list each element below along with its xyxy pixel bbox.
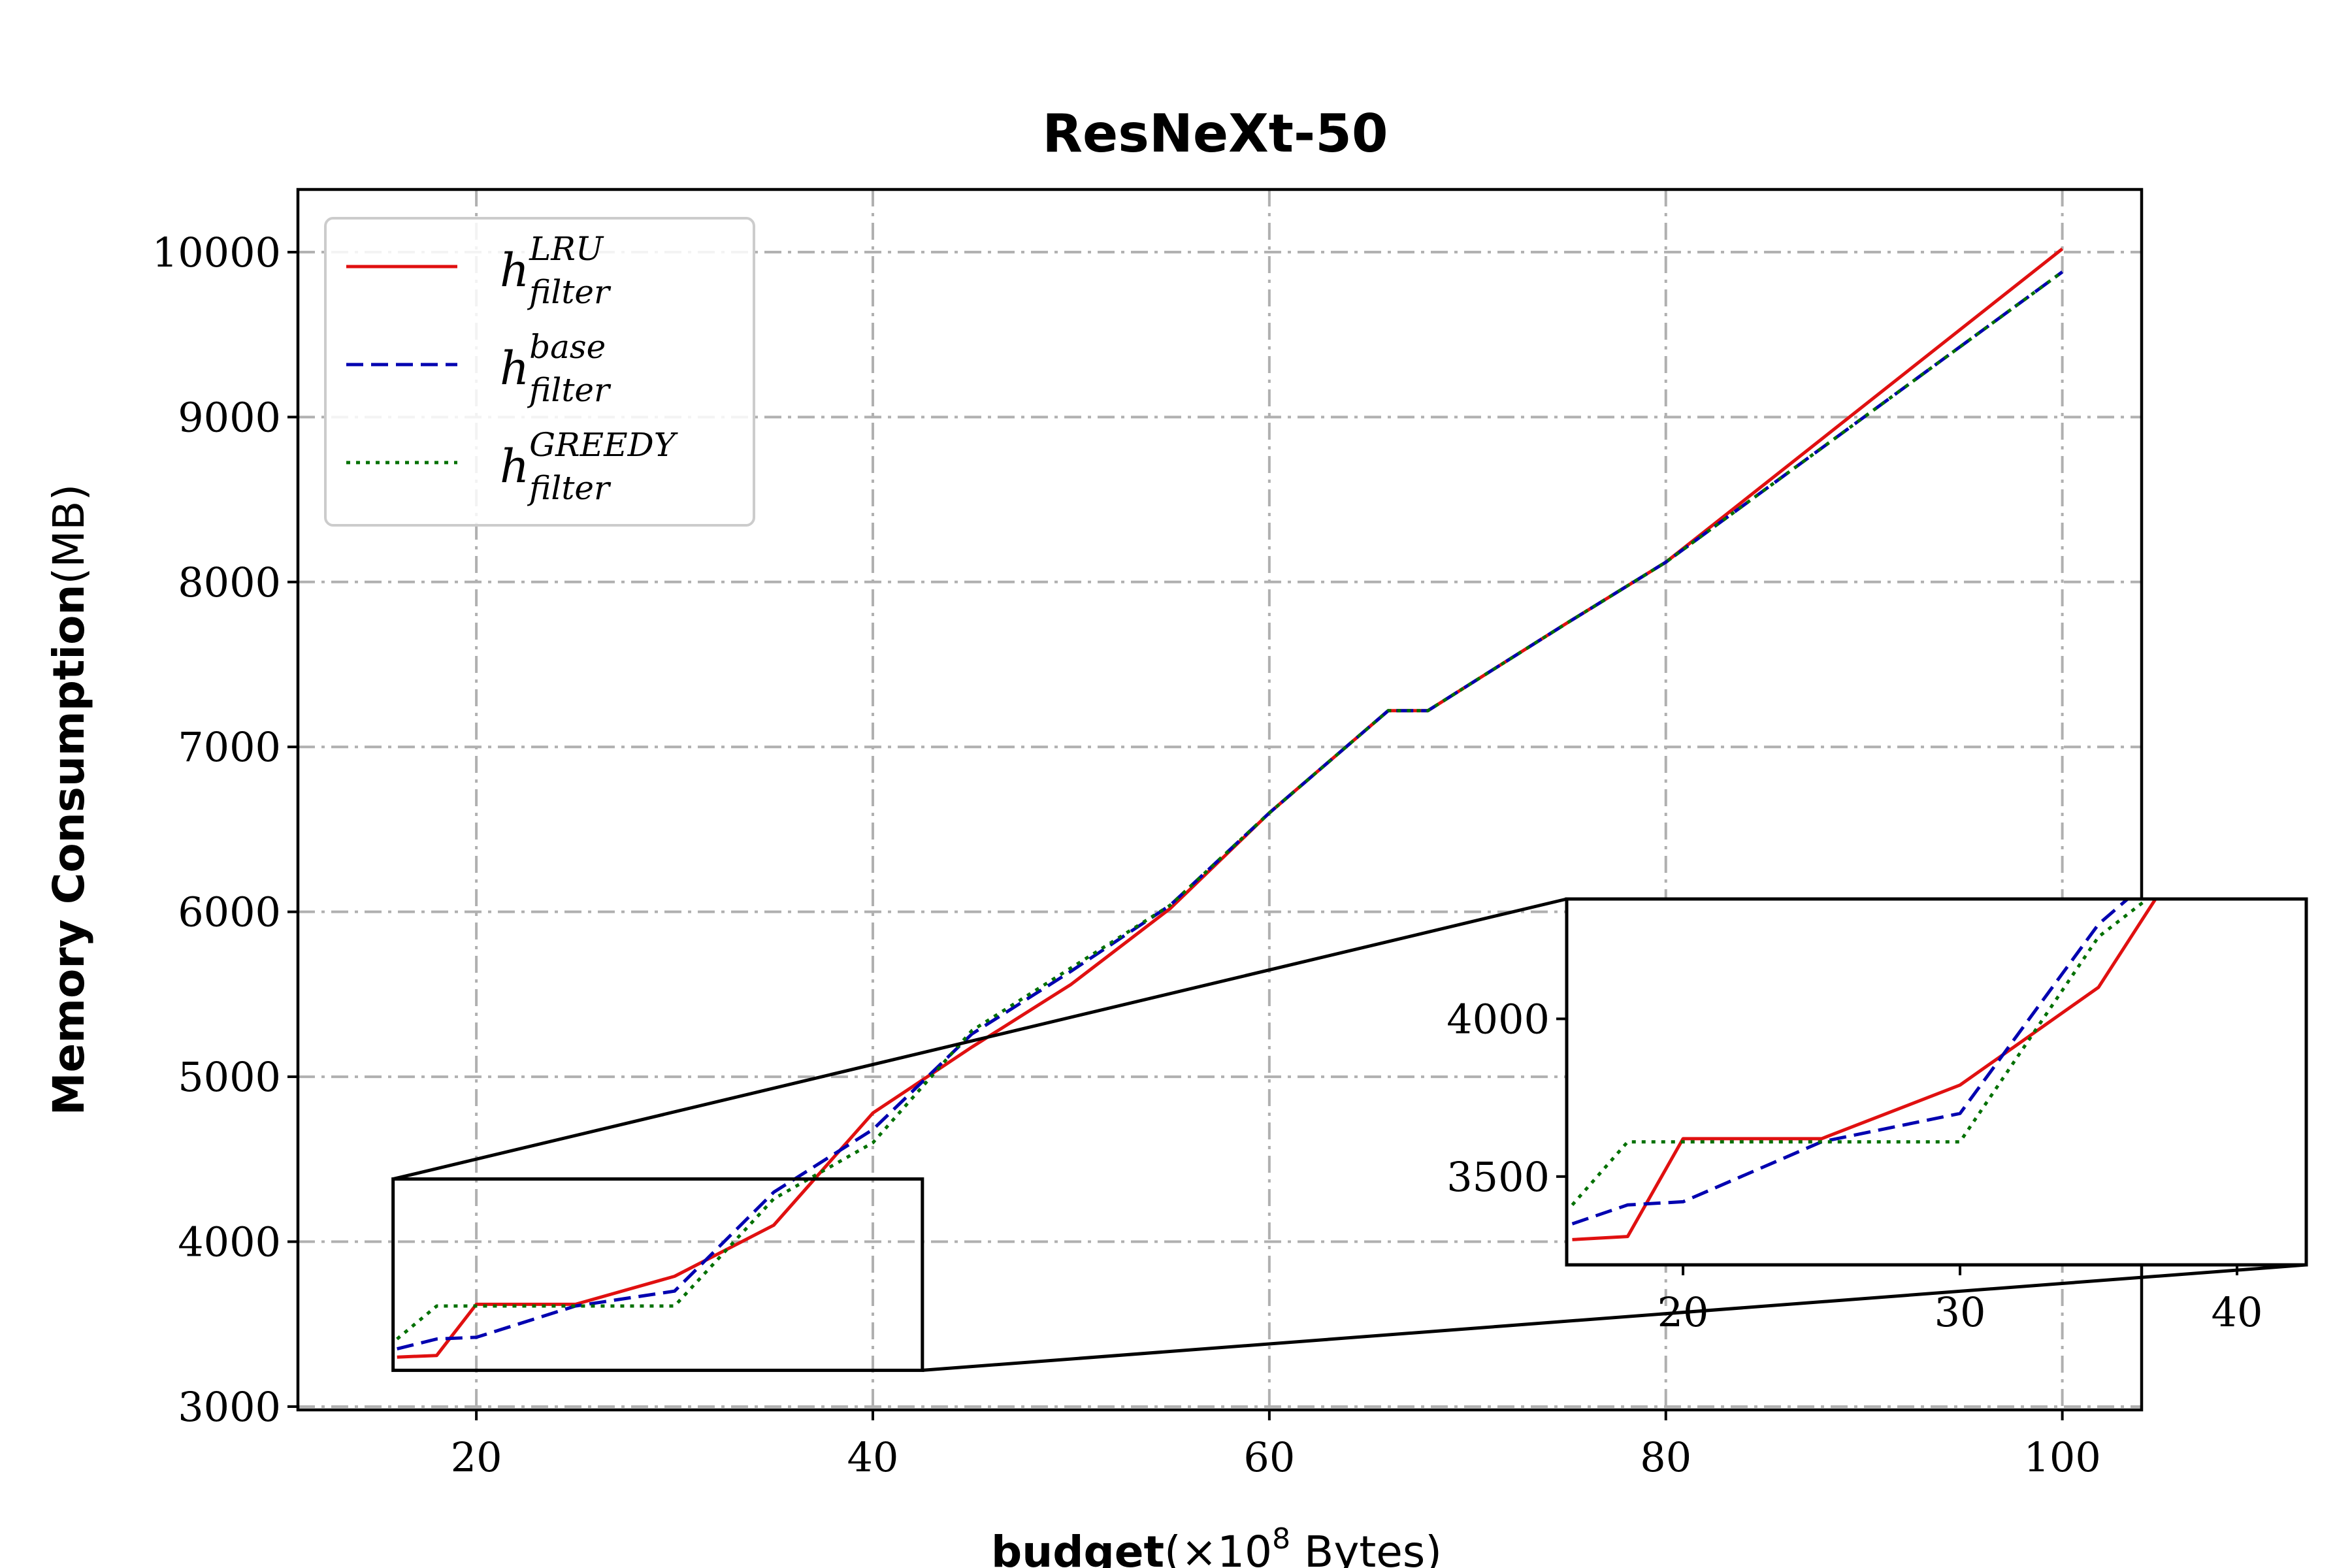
series-line (396, 270, 2064, 1341)
inset-series-line (1571, 899, 2131, 1226)
x-tick-label: 60 (1243, 1433, 1295, 1481)
y-tick-label: 5000 (178, 1053, 281, 1101)
inset-chart: 3500 4000 20 30 40 (1446, 897, 2308, 1336)
inset-y-tick-label: 4000 (1446, 995, 1550, 1043)
y-tick-label: 9000 (178, 393, 281, 441)
x-tick-label: 20 (451, 1433, 502, 1481)
legend-sup: base (529, 328, 606, 366)
x-axis-label-exp: 8 (1272, 1522, 1290, 1556)
x-tick-label: 80 (1640, 1433, 1691, 1481)
y-tick-label: 3000 (178, 1383, 281, 1431)
legend-box (324, 217, 755, 527)
zoom-connector (922, 1263, 2307, 1372)
inset-series (1571, 899, 2158, 1241)
zoom-connector (393, 897, 1567, 1181)
plot-frame (296, 188, 2144, 1412)
legend-sub: filter (527, 273, 612, 311)
inset-y-tick-label: 3500 (1446, 1153, 1550, 1201)
series-line (397, 270, 2064, 1351)
inset-series-line (1571, 899, 2150, 1206)
legend-sup: LRU (529, 230, 604, 268)
inset-background (1567, 899, 2306, 1265)
chart-title: ResNeXt-50 (1042, 103, 1388, 164)
zoom-rectangle (391, 1177, 924, 1372)
x-tick-label: 40 (847, 1433, 899, 1481)
y-tick-label: 7000 (178, 723, 281, 771)
x-axis-label: budget(×108 Bytes) (991, 1522, 1442, 1568)
inset-series-line (1572, 899, 2158, 1241)
y-axis-label: Memory Consumption(MB) (44, 484, 94, 1115)
x-axis-label-bold: budget (991, 1527, 1164, 1568)
legend-entry: hbase filter (500, 328, 612, 409)
x-tick-label: 100 (2023, 1433, 2100, 1481)
legend-base: h (500, 244, 529, 297)
x-axis-label-rest: (×10 (1164, 1527, 1272, 1568)
y-tick-label: 8000 (178, 559, 281, 606)
x-axis-label-unit: Bytes) (1290, 1527, 1442, 1568)
zoom-indicator (391, 897, 2307, 1372)
legend-entry: hLRU filter (500, 230, 612, 311)
inset-frame (1565, 897, 2308, 1267)
main-ticks: 20 40 60 80 100 3000 4000 5000 6000 7000 8000 9000 1… (152, 229, 2101, 1481)
legend-sub: filter (527, 371, 612, 409)
legend-base: h (500, 440, 529, 493)
legend-base: h (500, 342, 529, 395)
inset-x-tick-label: 30 (1935, 1288, 1986, 1336)
y-tick-label: 4000 (178, 1218, 281, 1266)
y-tick-label: 6000 (178, 889, 281, 936)
legend-sup: GREEDY (529, 426, 678, 464)
legend-sub: filter (527, 469, 612, 507)
y-axis-label-bold: Memory Consumption (44, 585, 94, 1116)
y-tick-label: 10000 (152, 229, 281, 276)
inset-x-tick-label: 40 (2212, 1288, 2263, 1336)
y-axis-label-rest: (MB) (44, 484, 94, 585)
inset-x-tick-label: 20 (1658, 1288, 1709, 1336)
legend-entry: hGREEDY filter (500, 426, 678, 507)
main-series (396, 247, 2064, 1359)
